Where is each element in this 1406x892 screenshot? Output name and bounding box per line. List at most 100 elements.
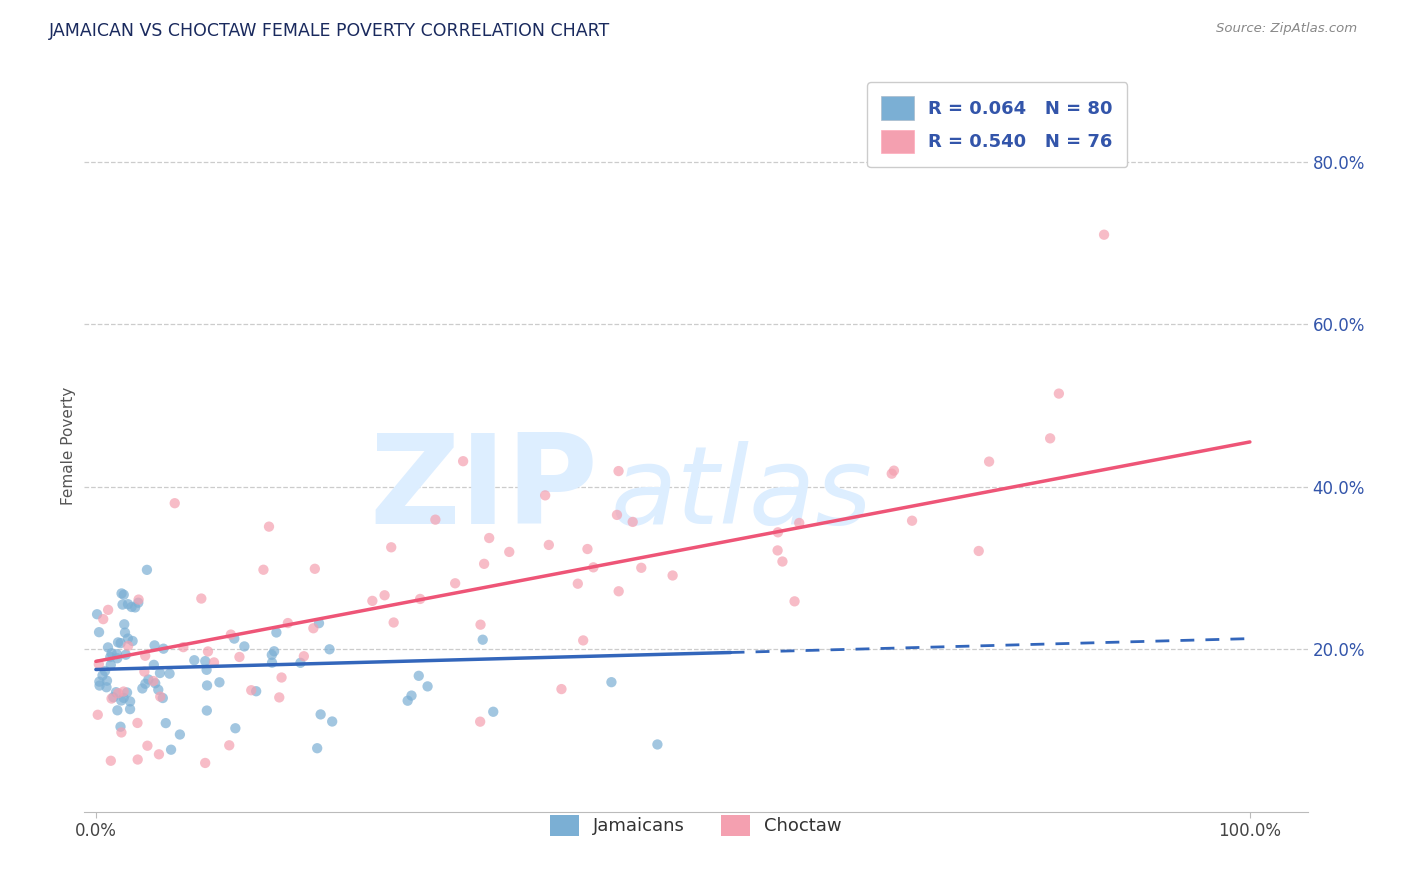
Point [537,538,560,552]
Point [149,690,172,704]
Point [169,727,191,741]
Point [149,666,172,681]
Point [292,649,315,664]
Point [224,721,246,735]
Point [302,621,325,635]
Point [190,591,212,606]
Point [98,650,121,665]
Point [290,656,312,670]
Point [159,666,181,681]
Point [127,715,149,730]
Point [380,541,402,555]
Point [321,714,343,729]
Point [89,674,111,689]
Point [766,543,789,558]
Point [208,675,231,690]
Point [252,563,274,577]
Point [425,513,447,527]
Point [451,454,474,468]
Point [766,525,789,540]
Point [270,671,292,685]
Point [977,454,1000,468]
Point [117,632,139,646]
Y-axis label: Female Poverty: Female Poverty [60,387,76,505]
Point [576,541,599,556]
Point [416,679,439,693]
Point [96,673,118,688]
Point [240,683,263,698]
Point [138,673,160,687]
Point [224,632,246,646]
Point [136,563,159,577]
Point [263,644,285,658]
Point [112,690,135,705]
Point [115,685,138,699]
Point [883,464,905,478]
Point [218,739,240,753]
Point [91,612,114,626]
Point [471,632,494,647]
Point [117,597,139,611]
Point [260,648,283,662]
Point [257,519,280,533]
Point [260,656,283,670]
Point [396,694,419,708]
Point [498,545,520,559]
Point [582,560,605,574]
Point [308,616,330,631]
Point [142,673,165,688]
Point [96,680,118,694]
Point [110,636,132,650]
Point [409,591,432,606]
Point [228,650,250,665]
Point [134,648,156,663]
Point [103,690,125,705]
Point [309,707,332,722]
Point [197,644,219,658]
Point [534,488,557,502]
Point [105,651,128,665]
Point [143,639,166,653]
Point [124,600,146,615]
Point [107,635,129,649]
Point [97,640,120,655]
Point [770,554,793,568]
Point [482,705,505,719]
Point [142,657,165,672]
Point [131,681,153,696]
Point [110,725,132,739]
Point [304,562,326,576]
Point [361,594,384,608]
Point [100,646,122,660]
Point [567,576,589,591]
Point [245,684,267,698]
Point [87,707,110,722]
Point [600,675,623,690]
Text: atlas: atlas [610,441,872,546]
Point [143,676,166,690]
Point [107,703,129,717]
Text: JAMAICAN VS CHOCTAW FEMALE POVERTY CORRELATION CHART: JAMAICAN VS CHOCTAW FEMALE POVERTY CORRE… [49,22,610,40]
Point [127,752,149,766]
Point [112,588,135,602]
Point [195,704,218,718]
Point [194,756,217,770]
Point [630,561,652,575]
Point [134,665,156,679]
Point [97,603,120,617]
Point [112,684,135,698]
Point [444,576,467,591]
Point [266,625,288,640]
Point [880,467,903,481]
Point [117,639,139,653]
Point [120,702,142,716]
Point [120,694,142,708]
Point [219,627,242,641]
Point [967,544,990,558]
Point [470,714,492,729]
Point [478,531,501,545]
Point [647,738,669,752]
Point [607,584,630,599]
Point [277,615,299,630]
Point [152,641,174,656]
